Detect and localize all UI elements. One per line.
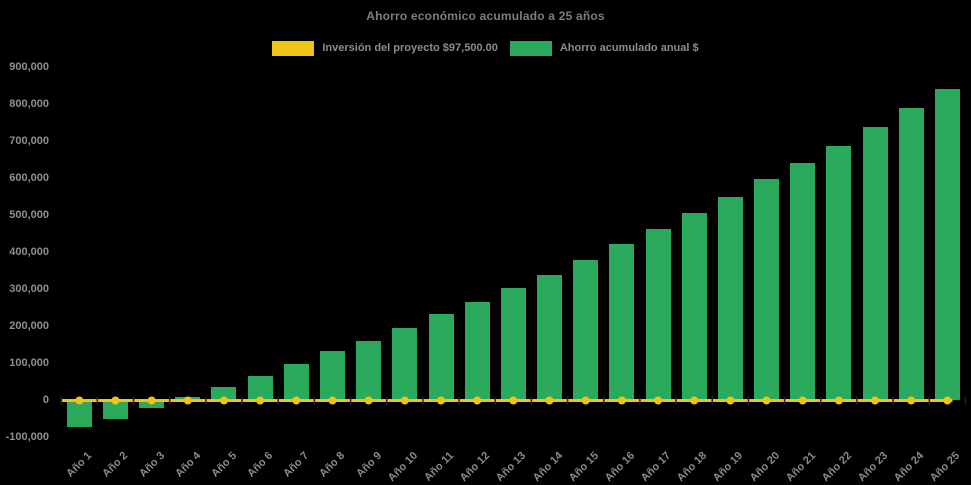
bar-año-23 [862, 127, 888, 400]
y-axis-tick-label: -100,000 [5, 430, 49, 443]
y-axis-tick-label: 100,000 [9, 356, 49, 369]
bar-año-7 [283, 363, 309, 400]
bar-año-8 [319, 351, 345, 400]
y-axis-tick-label: 400,000 [9, 245, 49, 258]
bar-año-1 [66, 400, 92, 428]
x-axis-label: Año 1 [64, 449, 95, 480]
bar-año-12 [464, 301, 490, 400]
legend-label-investment: Inversión del proyecto $97,500.00 [322, 42, 498, 54]
y-axis-tick-label: 200,000 [9, 319, 49, 332]
bar-año-2 [102, 400, 128, 419]
legend: Inversión del proyecto $97,500.00 Ahorro… [0, 41, 971, 56]
y-axis-tick-label: 500,000 [9, 208, 49, 221]
y-axis-tick-label: 600,000 [9, 171, 49, 184]
bar-año-11 [428, 314, 454, 400]
y-axis-tick-label: 700,000 [9, 134, 49, 147]
bar-año-9 [356, 340, 382, 400]
bar-año-10 [392, 327, 418, 400]
bar-año-22 [826, 145, 852, 400]
bar-año-3 [139, 400, 165, 409]
y-axis-tick-label: 0 [42, 393, 49, 406]
bar-año-14 [537, 274, 562, 400]
bar-año-13 [500, 288, 526, 400]
bar-año-4 [175, 396, 201, 400]
legend-item-savings: Ahorro acumulado anual $ [509, 41, 699, 56]
legend-swatch-savings-icon [509, 41, 552, 56]
bar-año-6 [247, 376, 273, 400]
legend-label-savings: Ahorro acumulado anual $ [559, 42, 699, 54]
legend-swatch-investment-icon [272, 41, 315, 56]
legend-item-investment: Inversión del proyecto $97,500.00 [272, 41, 498, 56]
bar-año-24 [898, 108, 924, 400]
y-axis-tick-label: 800,000 [9, 97, 49, 110]
chart-title: Ahorro económico acumulado a 25 años [366, 9, 605, 23]
bar-año-21 [790, 163, 816, 400]
y-axis-tick-label: 300,000 [9, 282, 49, 295]
bar-año-18 [681, 213, 707, 400]
bar-año-5 [211, 387, 237, 400]
bar-año-17 [645, 229, 671, 400]
bar-año-20 [754, 179, 780, 400]
bar-año-16 [609, 243, 635, 400]
y-axis-tick-label: 900,000 [9, 60, 49, 73]
bar-año-19 [717, 196, 743, 400]
bar-año-25 [934, 89, 960, 400]
bar-año-15 [573, 260, 599, 400]
